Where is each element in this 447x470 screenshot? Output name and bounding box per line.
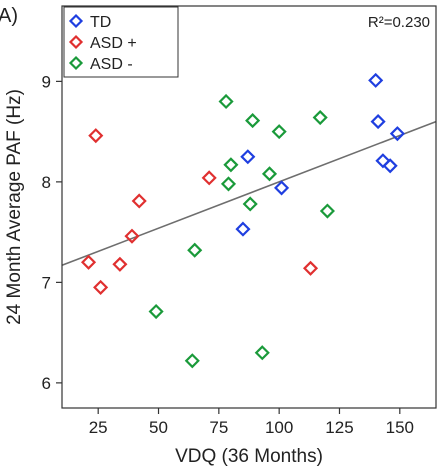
data-point-asd-neg	[312, 109, 328, 126]
data-point-asd-pos	[131, 193, 147, 209]
data-point-asd-pos	[201, 170, 217, 186]
y-tick-label: 9	[42, 72, 51, 91]
data-point-asd-neg	[261, 166, 278, 182]
data-point-asd-pos	[93, 279, 109, 295]
y-tick-label: 7	[42, 273, 51, 292]
data-point-td	[389, 126, 405, 142]
plot-frame	[61, 5, 437, 409]
y-axis-ticks: 6 7 8 9	[42, 72, 62, 393]
data-point-td	[370, 114, 386, 130]
data-point-asd-pos	[124, 228, 140, 244]
data-point-asd-neg	[319, 203, 335, 219]
x-tick-label: 100	[265, 418, 293, 437]
y-axis-label: 24 Month Average PAF (Hz)	[4, 89, 25, 325]
x-tick-label: 125	[325, 418, 353, 437]
legend-label: ASD -	[90, 56, 133, 73]
r-squared-annotation: R²=0.230	[368, 14, 430, 31]
data-point-td	[235, 221, 251, 237]
x-tick-label: 75	[209, 418, 228, 437]
legend-label: TD	[90, 14, 111, 31]
data-point-td	[274, 180, 290, 196]
legend-marker	[68, 34, 84, 50]
regression-line	[61, 120, 437, 267]
x-tick-label: 150	[386, 418, 414, 437]
data-points-layer	[80, 72, 405, 369]
data-point-asd-pos	[112, 256, 128, 272]
legend: TD ASD + ASD -	[63, 6, 179, 78]
data-point-asd-neg	[242, 196, 258, 212]
data-point-td	[382, 158, 398, 174]
x-axis-ticks: 25 50 75 100 125 150	[89, 408, 414, 437]
legend-items: TD ASD + ASD -	[68, 13, 137, 73]
data-point-asd-neg	[245, 113, 261, 129]
x-axis-label: VDQ (36 Months)	[175, 446, 323, 467]
data-point-asd-neg	[223, 157, 239, 173]
panel-label: A)	[0, 5, 18, 27]
data-point-asd-neg	[184, 353, 200, 369]
data-point-asd-neg	[187, 242, 203, 258]
legend-label: ASD +	[90, 35, 137, 52]
data-point-asd-pos	[80, 254, 97, 270]
data-point-asd-neg	[271, 124, 287, 140]
y-tick-label: 8	[42, 173, 51, 192]
data-point-asd-pos	[302, 260, 319, 276]
data-point-asd-neg	[148, 303, 164, 320]
y-tick-label: 6	[42, 374, 51, 393]
data-point-td	[240, 149, 256, 165]
data-point-asd-neg	[254, 345, 270, 361]
regression-line-layer	[61, 120, 437, 267]
x-tick-label: 50	[149, 418, 168, 437]
legend-marker	[68, 13, 84, 29]
data-point-td	[368, 72, 384, 88]
data-point-asd-pos	[88, 128, 104, 144]
data-point-asd-neg	[218, 93, 234, 110]
data-point-td	[375, 153, 391, 169]
x-tick-label: 25	[89, 418, 108, 437]
data-point-asd-neg	[220, 176, 237, 192]
legend-marker	[68, 55, 84, 71]
